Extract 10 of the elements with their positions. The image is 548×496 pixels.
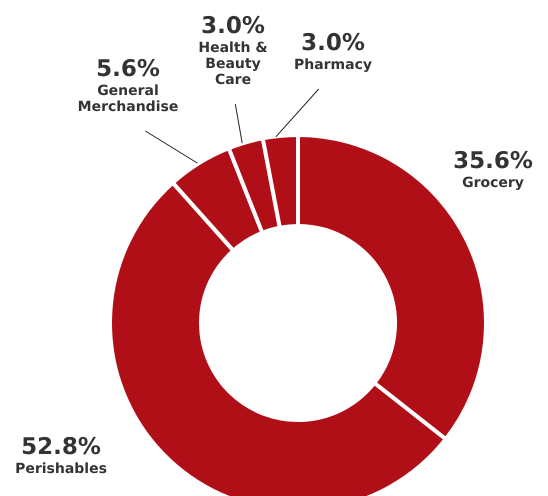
data-label: 35.6% (453, 148, 533, 174)
slice-label: Pharmacy (294, 57, 372, 73)
data-label: 5.6% (96, 56, 160, 82)
slice-label: General Merchandise (78, 83, 178, 115)
data-label: 3.0% (201, 13, 265, 39)
slice-label: Grocery (462, 175, 524, 191)
slice-label: Perishables (15, 461, 107, 477)
data-label: 3.0% (301, 30, 365, 56)
slice-label: Health & Beauty Care (198, 40, 268, 88)
data-label: 52.8% (21, 434, 101, 460)
